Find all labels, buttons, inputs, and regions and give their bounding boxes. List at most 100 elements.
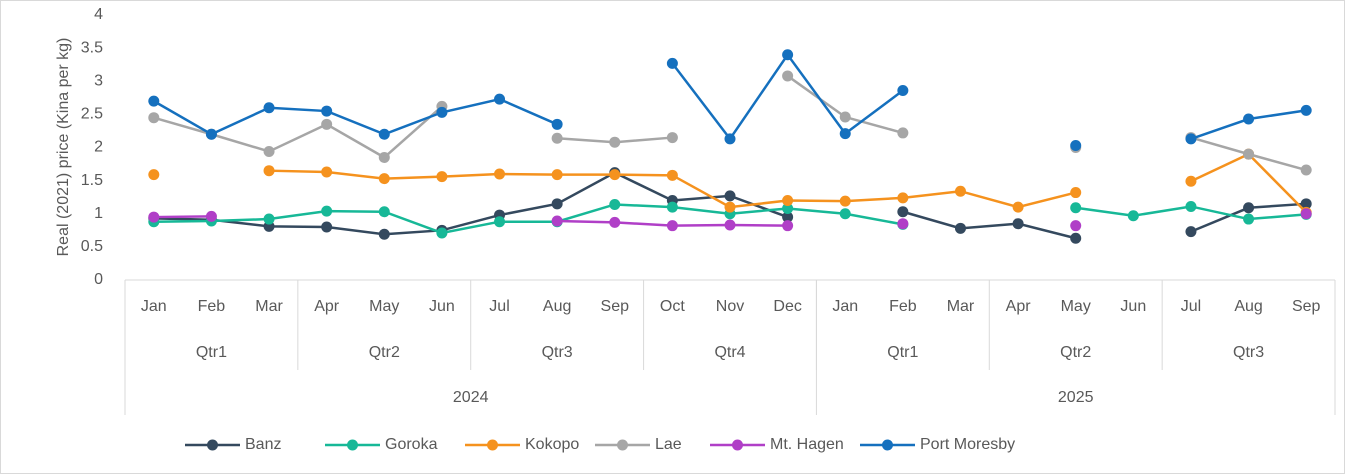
x-tick-label: Aug [543,298,571,315]
x-tick-label: Jul [1181,298,1201,315]
data-point [378,173,390,185]
data-point [494,168,506,180]
data-point [839,128,851,140]
x-tick-label: Oct [660,298,685,315]
data-point [148,169,160,181]
x-tick-label: Nov [716,298,744,315]
x-tick-label: Apr [1006,298,1032,315]
legend-label: Port Moresby [920,436,1015,453]
data-point [609,216,621,228]
y-tick-label: 0.5 [81,238,103,255]
quarter-label: Qtr1 [887,344,918,361]
data-point [1243,213,1255,225]
data-point [724,133,736,145]
data-point [263,165,275,177]
data-point [897,85,909,97]
legend-marker [207,439,218,451]
data-point [724,219,736,231]
x-tick-label: Jun [429,298,455,315]
data-point [436,227,448,239]
legend-label: Goroka [385,436,438,453]
data-point [378,128,390,140]
legend-label: Lae [655,436,682,453]
legend-label: Banz [245,436,281,453]
data-point [782,49,794,61]
x-tick-label: Dec [773,298,801,315]
x-tick-label: Jul [489,298,509,315]
data-point [666,132,678,144]
data-point [724,190,736,202]
data-point [1300,164,1312,176]
data-point [1185,226,1197,238]
x-tick-label: Sep [1292,298,1321,315]
data-point [148,95,160,107]
data-point [666,57,678,69]
data-point [1243,202,1255,214]
data-point [494,93,506,105]
data-point [1185,175,1197,187]
legend-marker [732,439,743,451]
data-point [263,213,275,225]
data-point [378,206,390,218]
data-point [782,202,794,214]
data-point [839,195,851,207]
x-tick-label: Apr [314,298,340,315]
data-point [148,112,160,124]
data-point [436,171,448,183]
data-point [263,145,275,157]
y-tick-label: 0 [94,271,103,288]
year-label: 2025 [1058,389,1094,406]
x-tick-label: Feb [198,298,226,315]
data-point [321,221,333,233]
x-tick-label: Mar [255,298,283,315]
data-point [782,70,794,82]
data-point [1012,218,1024,230]
quarter-label: Qtr4 [714,344,745,361]
data-point [897,192,909,204]
data-point [1300,208,1312,220]
data-point [1012,201,1024,213]
x-tick-label: Jan [832,298,858,315]
data-point [1070,202,1082,214]
data-point [321,205,333,217]
data-point [897,218,909,230]
data-point [436,106,448,118]
data-point [321,166,333,178]
data-point [897,206,909,218]
x-tick-label: Sep [601,298,630,315]
data-point [551,118,563,130]
data-point [609,136,621,148]
y-tick-label: 2 [94,139,103,156]
data-point [1185,200,1197,212]
data-point [666,169,678,181]
legend-marker [882,439,893,451]
data-point [782,195,794,206]
y-tick-label: 4 [94,6,103,23]
quarter-label: Qtr3 [1233,344,1264,361]
data-point [1070,220,1082,232]
data-point [551,169,563,181]
data-point [609,169,621,181]
data-point [321,105,333,117]
data-point [1070,232,1082,244]
data-point [1070,187,1082,199]
data-point [666,201,678,213]
series-line [902,210,1077,240]
quarter-label: Qtr2 [369,344,400,361]
data-point [1243,113,1255,125]
quarter-label: Qtr2 [1060,344,1091,361]
data-point [839,208,851,220]
year-label: 2024 [453,389,489,406]
legend-marker [347,439,358,451]
data-point [1300,198,1312,210]
data-point [494,216,506,228]
legend-marker [487,439,498,451]
data-point [1127,210,1139,222]
quarter-label: Qtr3 [542,344,573,361]
series-line [153,105,443,159]
series-line [153,215,212,219]
x-tick-label: Aug [1234,298,1262,315]
quarter-label: Qtr1 [196,344,227,361]
x-tick-label: Jan [141,298,167,315]
